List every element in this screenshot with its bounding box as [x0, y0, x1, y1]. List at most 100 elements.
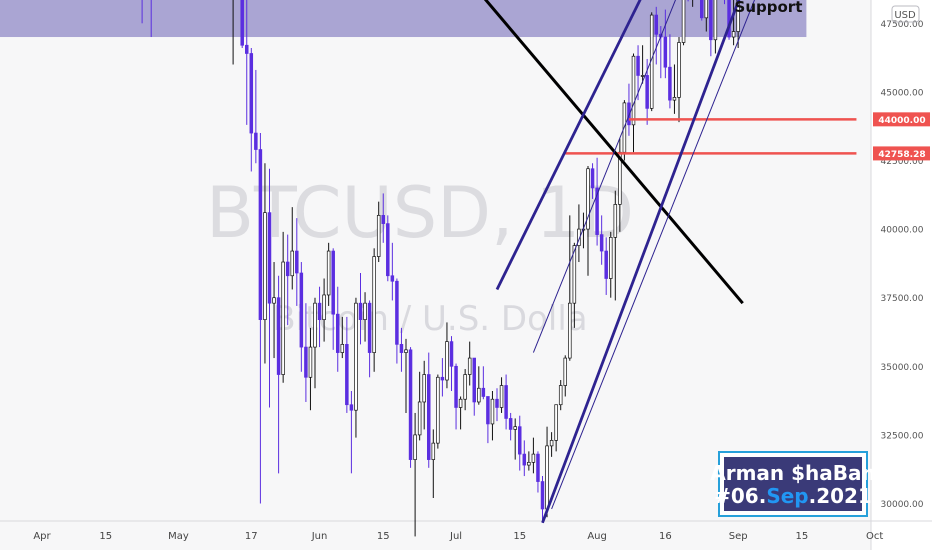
candle: [367, 300, 372, 378]
candle-body: [568, 302, 572, 359]
candle-body: [495, 398, 499, 408]
time-tick-label[interactable]: Sep: [729, 531, 748, 542]
candle-body: [704, 0, 709, 19]
candle: [586, 165, 590, 276]
candle: [413, 412, 417, 537]
candle: [508, 412, 513, 441]
time-tick-label[interactable]: 15: [377, 531, 390, 542]
candle: [627, 83, 631, 136]
candle-body: [504, 385, 508, 419]
candlestick-series: [141, 0, 740, 537]
candle-body: [713, 0, 718, 41]
candle: [308, 327, 313, 411]
candle-body: [376, 215, 381, 257]
candle-body: [640, 75, 645, 77]
candle-body: [549, 440, 554, 447]
price-axis-panel[interactable]: [871, 0, 932, 550]
candle-body: [613, 204, 618, 238]
support-zone: [0, 0, 807, 38]
signature-panel: [724, 457, 862, 511]
candle-body: [381, 215, 386, 224]
time-axis[interactable]: Apr 15 May 17 Jun 15 Jul 15 Aug 16 Sep 15 Oct: [33, 531, 883, 542]
candle: [677, 37, 681, 123]
time-tick-label[interactable]: Apr: [33, 531, 51, 542]
author-signature-box: Arman $haBan #06.Sep.2021: [710, 451, 876, 517]
candle: [440, 358, 445, 397]
candle: [699, 0, 704, 21]
candle-body: [272, 297, 276, 304]
candle: [399, 327, 404, 372]
price-tick-label[interactable]: 47500.00: [881, 20, 924, 30]
price-badge-background: [873, 146, 930, 161]
candle-body: [322, 294, 326, 321]
candle: [258, 133, 263, 504]
candle: [454, 363, 458, 430]
candle: [272, 262, 276, 359]
candle-body: [290, 250, 295, 277]
candle-body: [299, 272, 304, 348]
candle-body: [668, 66, 672, 101]
signature-name: Arman $haBan: [710, 461, 876, 485]
time-tick-label[interactable]: 15: [795, 531, 808, 542]
candle: [376, 201, 381, 263]
candle: [709, 0, 713, 57]
candle-body: [699, 0, 704, 19]
candle: [499, 377, 504, 413]
candle-body: [345, 343, 349, 406]
time-tick-label[interactable]: Aug: [587, 531, 607, 542]
candle-body: [636, 55, 640, 76]
candle-body: [477, 387, 481, 403]
candle-body: [390, 275, 395, 282]
candle: [713, 0, 718, 54]
candle: [390, 242, 395, 301]
time-tick-label[interactable]: 15: [513, 531, 526, 542]
candle-body: [386, 223, 390, 277]
candle-body: [481, 387, 486, 397]
price-tick-label[interactable]: 40000.00: [881, 226, 924, 236]
channel-inner-upper-line: [532, 0, 676, 353]
currency-label-box: [891, 5, 920, 23]
candle-body: [449, 341, 454, 367]
candle-body: [326, 250, 331, 296]
time-tick-label[interactable]: Oct: [866, 531, 883, 542]
candle: [254, 69, 258, 164]
candle-body: [285, 261, 290, 277]
candle: [267, 168, 272, 408]
currency-label[interactable]: USD: [894, 10, 916, 21]
time-tick-label[interactable]: 17: [245, 531, 258, 542]
time-tick-label[interactable]: Jul: [449, 531, 462, 542]
price-tick-label[interactable]: 32500.00: [881, 431, 924, 441]
time-tick-label[interactable]: May: [168, 531, 189, 542]
time-tick-label[interactable]: 15: [99, 531, 112, 542]
candle-body: [308, 346, 313, 378]
price-tick-label[interactable]: 45000.00: [881, 88, 924, 98]
candle-body: [454, 365, 458, 408]
candle-body: [731, 31, 736, 38]
candle-body: [358, 302, 363, 321]
candle: [490, 390, 495, 441]
candle: [381, 193, 386, 243]
candle: [536, 451, 540, 493]
candle: [372, 248, 376, 372]
price-tick-label[interactable]: 35000.00: [881, 363, 924, 373]
candle-body: [436, 376, 440, 444]
candle: [295, 218, 299, 306]
signature-date-month: Sep: [766, 484, 808, 508]
watermark-title: BTCUSD, 1D: [206, 172, 634, 254]
price-tick-label[interactable]: 37500.00: [881, 294, 924, 304]
time-tick-label[interactable]: Jun: [311, 531, 328, 542]
price-tick-label[interactable]: 30000.00: [881, 500, 924, 510]
price-axis[interactable]: 30000.00 32500.00 35000.00 37500.00 40000.00…: [881, 0, 924, 510]
candle: [290, 207, 295, 290]
time-tick-label[interactable]: 16: [659, 531, 672, 542]
candle-body: [245, 44, 249, 54]
candle-body: [645, 75, 649, 109]
candle: [527, 451, 531, 471]
candle-body: [276, 297, 281, 375]
candle-body: [463, 374, 467, 400]
candle: [513, 418, 517, 460]
price-tick-label[interactable]: 42500.00: [881, 157, 924, 167]
candle-body: [536, 453, 540, 482]
candle: [549, 432, 554, 457]
